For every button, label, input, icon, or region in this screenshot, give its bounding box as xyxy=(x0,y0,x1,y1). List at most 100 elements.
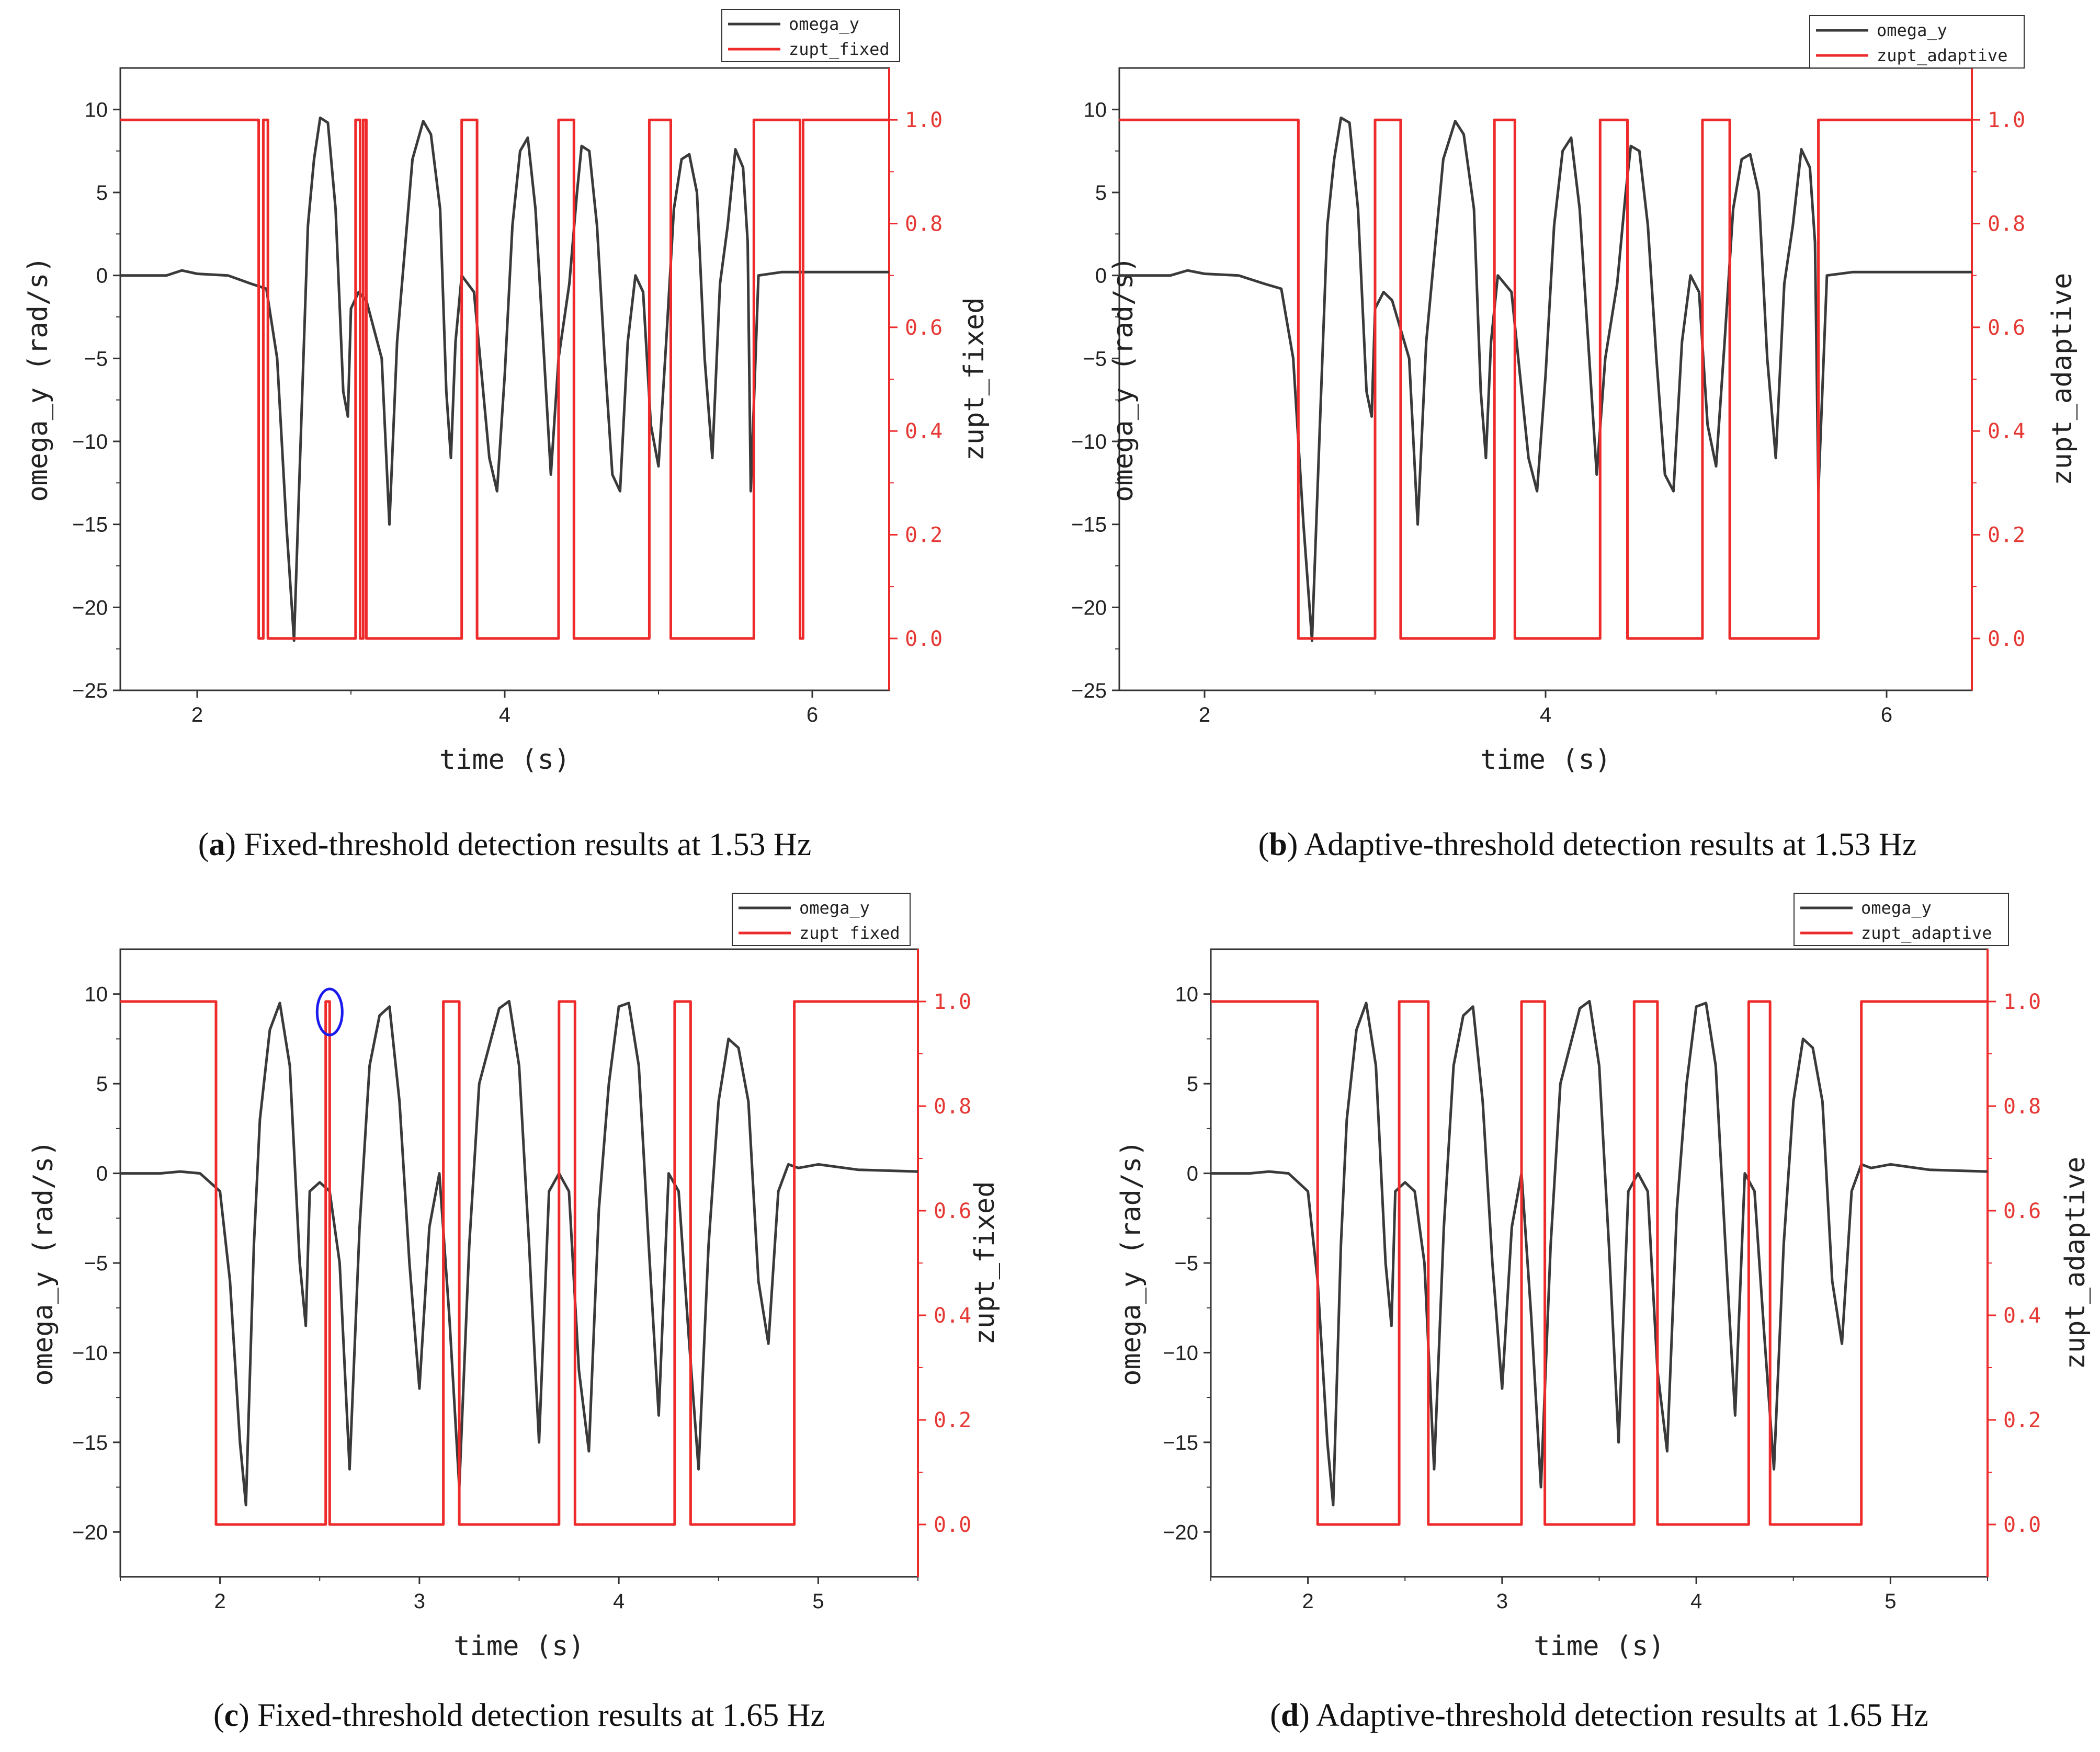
x-tick-label: 2 xyxy=(1302,1590,1314,1613)
y-tick-label: −10 xyxy=(1163,1341,1198,1364)
y-tick-label: 10 xyxy=(1084,98,1107,121)
plot-frame xyxy=(1210,948,1989,1578)
x-tick-label: 2 xyxy=(191,703,203,726)
x-axis-title: time (s) xyxy=(453,1631,584,1662)
y2-tick-label: 0.0 xyxy=(934,1513,971,1537)
y2-tick-label: 0.4 xyxy=(2003,1304,2041,1328)
legend-box xyxy=(1793,893,2009,946)
caption-label: a xyxy=(209,827,225,862)
caption-paren: ( xyxy=(213,1698,224,1733)
legend: omega_y zupt_adaptive xyxy=(1809,15,2025,69)
y2-tick-label: 0.6 xyxy=(1988,316,2025,340)
y-axis-title: omega_y (rad/s) xyxy=(1116,1140,1147,1386)
y-tick-label: −10 xyxy=(72,430,108,453)
caption-paren: ( xyxy=(1270,1698,1281,1733)
y-tick-label: −15 xyxy=(1071,514,1107,537)
series-zupt-adaptive xyxy=(1211,1000,1988,1526)
legend-entry: zupt_adaptive xyxy=(1861,923,1992,943)
y-tick-label: 0 xyxy=(96,1163,108,1186)
panel-caption: (d) Adaptive-threshold detection results… xyxy=(1270,1698,1928,1733)
chart-d: 2 3 4 5 10 5 0 −5 −10 −15 −20 0.0 0.2 0.4 0.6 0.8 1.0 tim… xyxy=(1116,893,2091,1733)
y2-tick-label: 0.8 xyxy=(1988,212,2025,236)
legend-entry: omega_y xyxy=(789,14,859,34)
y-tick-label: −15 xyxy=(72,1431,108,1454)
series-omega-y xyxy=(120,116,889,642)
y2-axis-title: zupt_fixed xyxy=(959,297,990,461)
highlight-ellipse xyxy=(315,987,344,1037)
caption-text: ) Adaptive-threshold detection results a… xyxy=(1299,1698,1928,1733)
legend-box xyxy=(721,9,900,62)
chart-b: 2 4 6 10 5 0 −5 −10 −15 −20 −25 0.0 0.2 0.4 0.6 0.8 1.0 t… xyxy=(1071,15,2078,862)
x-tick-label: 5 xyxy=(1885,1590,1896,1613)
x-axis-title: time (s) xyxy=(1534,1631,1664,1662)
chart-a: 2 4 6 10 5 0 −5 −10 −15 −20 −25 0.0 0.2 0.4 0.6 0.8 1.0 t… xyxy=(22,9,990,862)
x-tick-label: 4 xyxy=(1540,703,1551,726)
y-tick-label: −10 xyxy=(72,1341,108,1364)
y2-tick-label: 0.2 xyxy=(2003,1408,2041,1432)
y-tick-label: 10 xyxy=(85,98,108,121)
y-tick-label: −20 xyxy=(1071,596,1107,619)
caption-paren: ( xyxy=(198,827,209,862)
y-tick-label: 0 xyxy=(96,265,108,288)
y2-tick-label: 1.0 xyxy=(1988,108,2025,132)
y-axis-title: omega_y (rad/s) xyxy=(1108,256,1139,502)
panel-caption: (b) Adaptive-threshold detection results… xyxy=(1258,827,1917,862)
y2-tick-label: 0.4 xyxy=(934,1304,971,1328)
caption-paren: ( xyxy=(1258,827,1269,862)
y-tick-label: −15 xyxy=(72,514,108,537)
x-tick-label: 3 xyxy=(1496,1590,1508,1613)
series-zupt-adaptive xyxy=(1119,118,1972,640)
x-tick-label: 6 xyxy=(807,703,818,726)
y2-axis-title: zupt_adaptive xyxy=(2060,1157,2091,1370)
y2-tick-label: 0.4 xyxy=(905,419,943,443)
x-tick-label: 2 xyxy=(1199,703,1210,726)
legend-entry: omega_y xyxy=(1877,20,1947,40)
x-tick-label: 5 xyxy=(812,1590,824,1613)
plot-frame xyxy=(119,948,919,1578)
x-tick-label: 4 xyxy=(499,703,510,726)
y-tick-label: −5 xyxy=(1083,347,1107,370)
caption-text: ) Fixed-threshold detection results at 1… xyxy=(239,1698,825,1733)
y2-tick-label: 0.6 xyxy=(2003,1199,2041,1223)
y-tick-label: −15 xyxy=(1163,1431,1198,1454)
series-omega-y xyxy=(1119,116,1972,642)
y2-tick-label: 1.0 xyxy=(905,108,943,132)
x-tick-label: 6 xyxy=(1881,703,1892,726)
y2-tick-label: 1.0 xyxy=(2003,990,2041,1014)
y2-tick-label: 0.0 xyxy=(1988,627,2025,651)
y-tick-label: 5 xyxy=(96,181,108,204)
caption-text: ) Fixed-threshold detection results at 1… xyxy=(225,827,811,862)
legend: omega_y zupt_fixed xyxy=(721,9,900,62)
series-omega-y xyxy=(1211,999,1988,1507)
x-axis-title: time (s) xyxy=(439,744,570,776)
y2-axis-title: zupt_adaptive xyxy=(2047,273,2078,486)
y2-tick-label: 0.4 xyxy=(1988,419,2025,443)
y-tick-label: 5 xyxy=(1095,181,1107,204)
caption-text: ) Adaptive-threshold detection results a… xyxy=(1287,827,1917,862)
series-omega-y xyxy=(120,999,918,1507)
x-tick-label: 2 xyxy=(214,1590,226,1613)
legend-entry: omega_y xyxy=(799,898,870,918)
y2-tick-label: 0.8 xyxy=(934,1095,971,1119)
y-tick-label: −5 xyxy=(1174,1252,1198,1275)
y2-tick-label: 0.8 xyxy=(2003,1095,2041,1119)
x-axis-title: time (s) xyxy=(1480,744,1611,776)
y-axis-title: omega_y (rad/s) xyxy=(28,1140,59,1386)
y2-tick-label: 1.0 xyxy=(934,990,971,1014)
legend-entry: zupt fixed xyxy=(799,923,900,943)
x-tick-label: 4 xyxy=(1690,1590,1702,1613)
y2-tick-label: 0.0 xyxy=(905,627,943,651)
caption-label: c xyxy=(224,1698,239,1733)
y-tick-label: −10 xyxy=(1071,430,1107,453)
legend-entry: zupt_fixed xyxy=(789,39,890,59)
y-tick-label: −5 xyxy=(84,1252,108,1275)
y2-tick-label: 0.6 xyxy=(905,316,943,340)
y2-tick-label: 0.2 xyxy=(905,524,943,548)
y-tick-label: −5 xyxy=(84,347,108,370)
legend: omega_y zupt_adaptive xyxy=(1793,893,2009,946)
y-tick-label: 10 xyxy=(85,983,108,1006)
legend-entry: zupt_adaptive xyxy=(1877,45,2007,65)
y-tick-label: 5 xyxy=(1187,1073,1198,1096)
